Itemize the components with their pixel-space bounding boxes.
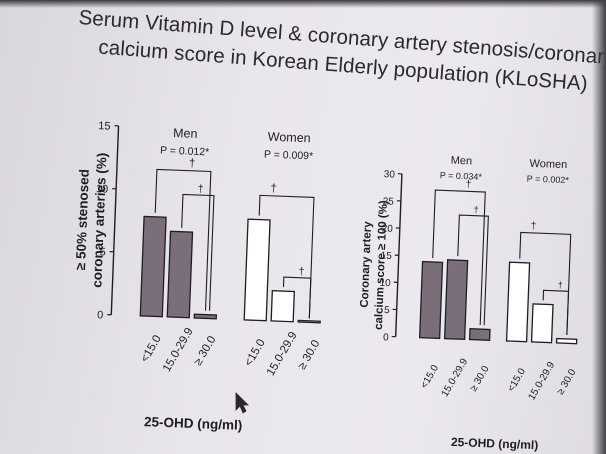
dagger-marker: † bbox=[558, 280, 563, 290]
bar bbox=[555, 337, 578, 345]
y-tick-label: 0 bbox=[97, 309, 104, 321]
significance-bracket-outer bbox=[154, 168, 212, 311]
y-tick-label: 5 bbox=[384, 305, 390, 316]
significance-bracket-outer bbox=[258, 194, 315, 319]
y-axis-label-line: calcium score ≥ 100 (%) bbox=[373, 200, 390, 330]
bar bbox=[193, 313, 218, 320]
projector-edge-top bbox=[0, 0, 606, 8]
significance-bracket-inner bbox=[542, 289, 570, 335]
dagger-marker: † bbox=[198, 183, 204, 195]
x-axis-label: 25-OHD (ng/ml) bbox=[451, 435, 539, 452]
significance-bracket-outer bbox=[432, 189, 486, 326]
group-label: Women bbox=[268, 130, 311, 146]
significance-bracket-inner bbox=[181, 193, 215, 311]
y-axis-label-line: coronary arteries (%) bbox=[89, 152, 109, 288]
group-p-value: P = 0.034* bbox=[440, 170, 483, 182]
x-category-label: ≥ 30.0 bbox=[192, 334, 218, 368]
x-category-label: 15.0-29.9 bbox=[526, 360, 557, 402]
y-tick-label: 15 bbox=[380, 251, 392, 262]
group-p-value: P = 0.002* bbox=[527, 174, 570, 186]
group-label: Women bbox=[529, 158, 567, 171]
y-tick-label: 30 bbox=[384, 169, 396, 180]
bar bbox=[468, 328, 491, 341]
significance-bracket-outer bbox=[519, 231, 572, 335]
bar bbox=[443, 259, 469, 341]
dagger-marker: † bbox=[473, 205, 478, 215]
x-category-label: 15.0-29.9 bbox=[265, 330, 300, 378]
bar bbox=[243, 218, 271, 322]
x-category-label: <15.0 bbox=[139, 333, 164, 364]
x-category-label: ≥ 30.0 bbox=[296, 338, 322, 372]
y-tick-label: 5 bbox=[99, 246, 106, 258]
x-category-label: 15.0-29.9 bbox=[161, 326, 196, 374]
dagger-marker: † bbox=[189, 158, 196, 170]
bar bbox=[418, 260, 444, 340]
x-category-label: <15.0 bbox=[419, 363, 441, 391]
y-tick-label: 25 bbox=[382, 196, 394, 207]
x-category-label: 15.0-29.9 bbox=[440, 356, 471, 398]
y-tick-label: 20 bbox=[381, 223, 393, 234]
y-tick-label: 10 bbox=[379, 278, 391, 289]
bar bbox=[270, 290, 295, 323]
y-axis-label-line: ≥ 50% stenosed bbox=[73, 169, 92, 271]
group-label: Men bbox=[173, 126, 198, 141]
y-tick-label: 0 bbox=[383, 332, 389, 343]
y-tick-label: 15 bbox=[98, 120, 111, 132]
group-p-value: P = 0.009* bbox=[264, 149, 314, 163]
x-category-label: <15.0 bbox=[506, 366, 528, 394]
dagger-marker: † bbox=[298, 266, 304, 278]
bar bbox=[297, 319, 321, 324]
projector-edge-right bbox=[592, 0, 606, 454]
y-axis-line bbox=[110, 125, 120, 315]
x-category-label: <15.0 bbox=[243, 337, 268, 368]
significance-bracket-inner bbox=[457, 214, 489, 326]
bar bbox=[530, 303, 554, 344]
bar bbox=[166, 230, 194, 319]
x-category-label: ≥ 30.0 bbox=[555, 367, 579, 397]
group-p-value: P = 0.012* bbox=[160, 145, 210, 159]
dagger-marker: † bbox=[531, 221, 537, 232]
y-tick-label: 10 bbox=[96, 183, 109, 195]
dagger-marker: † bbox=[270, 183, 277, 195]
y-axis-label-line: Coronary artery bbox=[359, 221, 374, 308]
group-label: Men bbox=[451, 155, 473, 168]
bar bbox=[505, 261, 531, 343]
x-category-label: ≥ 30.0 bbox=[468, 364, 492, 394]
bar bbox=[139, 215, 167, 318]
significance-bracket-inner bbox=[282, 276, 312, 319]
mouse-pointer-icon bbox=[235, 392, 249, 414]
dagger-marker: † bbox=[466, 179, 472, 190]
x-axis-label: 25-OHD (ng/ml) bbox=[144, 414, 243, 433]
